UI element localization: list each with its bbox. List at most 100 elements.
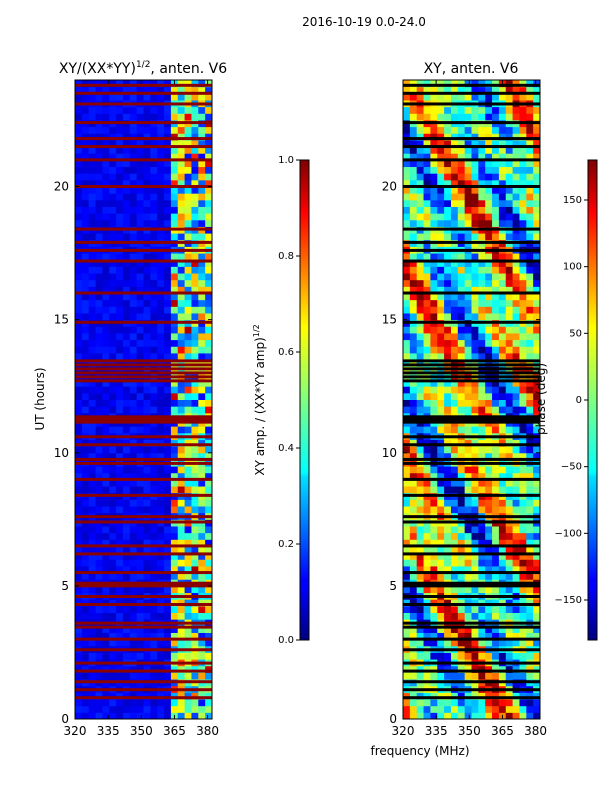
heatmap-cell — [492, 279, 500, 287]
heatmap-cell — [457, 339, 466, 347]
heatmap-cell — [478, 359, 486, 367]
heatmap-cell — [533, 86, 541, 94]
heatmap-cell — [471, 106, 479, 114]
heatmap-cell — [157, 193, 165, 201]
heatmap-cell — [423, 392, 431, 400]
heatmap-cell — [157, 386, 165, 394]
heatmap-cell — [471, 139, 479, 148]
y-tick-label: 20 — [54, 180, 69, 194]
heatmap-cell — [492, 446, 500, 454]
heatmap-cell — [116, 699, 124, 707]
heatmap-cell — [403, 525, 411, 534]
heatmap-cell — [505, 146, 514, 154]
flagged-row — [75, 637, 212, 641]
heatmap-cell — [198, 439, 206, 447]
heatmap-cell — [170, 279, 179, 287]
heatmap-cell — [457, 439, 466, 447]
heatmap-cell — [184, 153, 192, 161]
heatmap-cell — [205, 179, 213, 187]
heatmap-cell — [184, 705, 192, 713]
heatmap-cell — [75, 279, 83, 287]
heatmap-cell — [88, 612, 97, 620]
heatmap-cell — [471, 259, 479, 267]
heatmap-cell — [122, 692, 131, 700]
heatmap-cell — [450, 612, 459, 620]
heatmap-cell — [478, 166, 486, 174]
heatmap-cell — [122, 426, 131, 434]
heatmap-cell — [512, 153, 520, 161]
heatmap-cell — [526, 472, 534, 480]
heatmap-cell — [430, 106, 438, 114]
heatmap-cell — [457, 253, 466, 261]
heatmap-cell — [430, 80, 438, 88]
heatmap-cell — [526, 153, 534, 161]
heatmap-cell — [122, 399, 131, 407]
heatmap-cell — [95, 159, 103, 168]
flagged-row — [75, 137, 212, 141]
heatmap-cell — [191, 219, 199, 227]
heatmap-cell — [95, 572, 103, 580]
heatmap-cell — [184, 279, 192, 287]
heatmap-cell — [464, 525, 472, 534]
heatmap-cell — [143, 525, 151, 534]
heatmap-cell — [519, 199, 527, 207]
heatmap-cell — [143, 532, 151, 540]
heatmap-cell — [444, 193, 452, 201]
heatmap-cell — [109, 312, 117, 321]
heatmap-cell — [95, 166, 103, 174]
heatmap-cell — [102, 193, 110, 201]
heatmap-cell — [143, 692, 151, 700]
heatmap-cell — [471, 559, 479, 567]
heatmap-cell — [198, 605, 206, 613]
frequency-xlabel: frequency (MHz) — [370, 744, 469, 758]
heatmap-cell — [444, 612, 452, 620]
heatmap-cell — [464, 712, 472, 720]
heatmap-cell — [505, 359, 514, 367]
y-tick-label: 10 — [54, 446, 69, 460]
heatmap-cell — [191, 299, 199, 307]
heatmap-cell — [403, 552, 411, 560]
heatmap-cell — [75, 499, 83, 507]
heatmap-cell — [416, 612, 425, 620]
heatmap-cell — [75, 452, 83, 460]
heatmap-cell — [191, 599, 199, 607]
heatmap-cell — [512, 525, 520, 534]
heatmap-cell — [150, 446, 158, 454]
heatmap-cell — [75, 605, 83, 613]
heatmap-cell — [498, 339, 507, 347]
heatmap-cell — [430, 399, 438, 407]
heatmap-cell — [164, 286, 172, 294]
heatmap-cell — [423, 652, 431, 660]
heatmap-cell — [403, 352, 411, 361]
heatmap-cell — [492, 452, 500, 460]
heatmap-cell — [164, 326, 172, 334]
heatmap-cell — [95, 339, 103, 347]
heatmap-cell — [533, 106, 541, 114]
heatmap-cell — [81, 525, 90, 534]
heatmap-cell — [75, 479, 83, 487]
heatmap-cell — [444, 392, 452, 400]
heatmap-cell — [498, 559, 507, 567]
heatmap-cell — [498, 472, 507, 480]
heatmap-cell — [122, 279, 131, 287]
heatmap-cell — [122, 266, 131, 274]
heatmap-cell — [205, 93, 213, 101]
heatmap-cell — [136, 439, 144, 447]
heatmap-cell — [95, 632, 103, 640]
heatmap-cell — [505, 279, 514, 287]
heatmap-cell — [198, 93, 206, 101]
heatmap-cell — [177, 233, 186, 241]
heatmap-cell — [75, 293, 83, 301]
heatmap-cell — [102, 539, 110, 547]
heatmap-cell — [533, 299, 541, 307]
heatmap-cell — [177, 565, 186, 574]
heatmap-cell — [102, 80, 110, 88]
flagged-row — [403, 552, 540, 556]
heatmap-cell — [75, 113, 83, 121]
heatmap-cell — [437, 379, 445, 387]
heatmap-cell — [157, 279, 165, 287]
heatmap-cell — [157, 80, 165, 88]
heatmap-cell — [109, 379, 117, 387]
heatmap-cell — [457, 652, 466, 660]
heatmap-cell — [88, 193, 97, 201]
